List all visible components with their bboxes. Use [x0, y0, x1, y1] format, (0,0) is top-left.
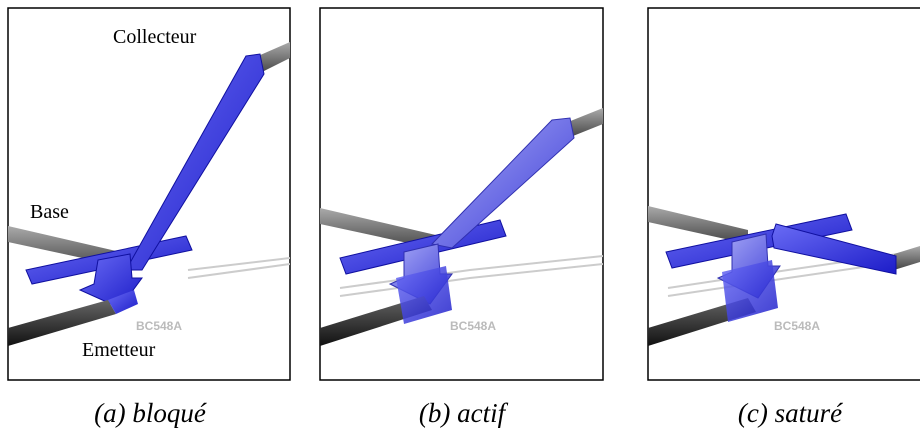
figure: Collecteur Base Emetteur BC548A BC548A B… — [0, 0, 920, 434]
chip-label: BC548A — [136, 319, 182, 333]
caption: (c) saturé — [738, 398, 843, 428]
page: Collecteur Base Emetteur BC548A BC548A B… — [0, 0, 920, 434]
panel-c: BC548A — [648, 8, 920, 380]
caption: (b) actif — [419, 398, 509, 428]
caption: (a) bloqué — [94, 398, 207, 428]
panel-a: Collecteur Base Emetteur BC548A — [8, 8, 290, 380]
chip-label: BC548A — [450, 319, 496, 333]
emitter-label: Emetteur — [82, 339, 156, 361]
panel-b: BC548A — [320, 8, 603, 380]
chip-label: BC548A — [774, 319, 820, 333]
collector-label: Collecteur — [113, 26, 197, 48]
base-label: Base — [30, 201, 69, 223]
